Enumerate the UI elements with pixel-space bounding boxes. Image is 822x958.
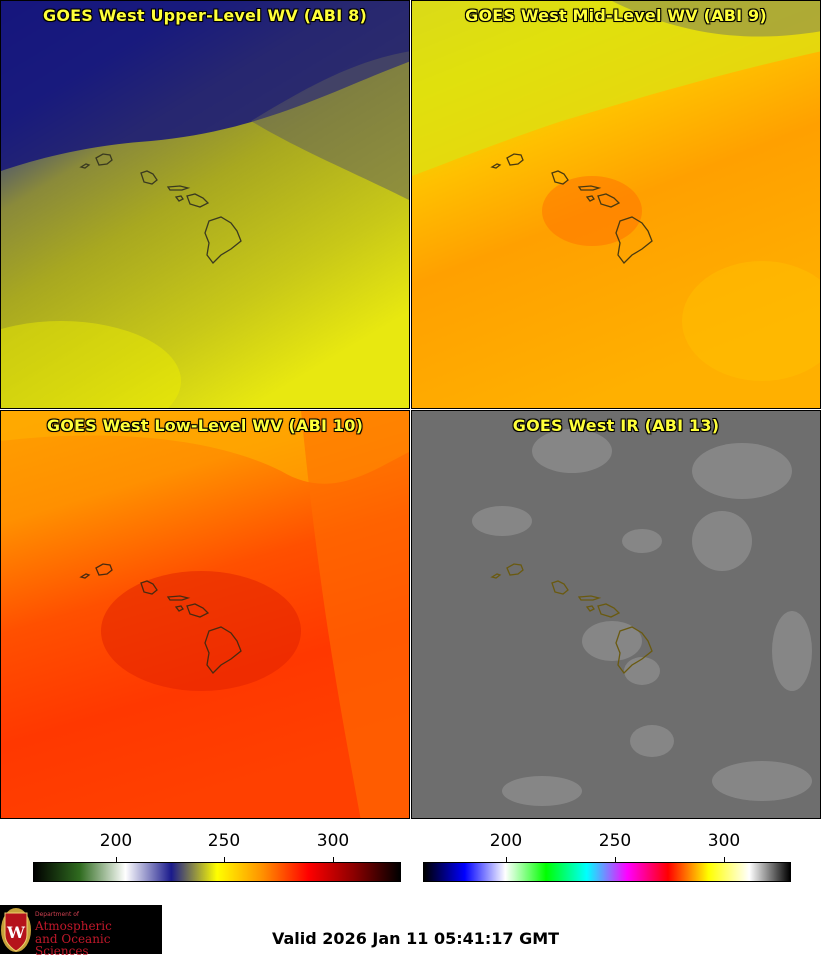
hawaii-outline: [79, 153, 242, 264]
colorbar-tick: [724, 857, 725, 862]
upper-level-wv-image: [1, 1, 409, 408]
hawaii-outline: [79, 563, 242, 674]
logo-line: Department of: [35, 911, 79, 918]
uw-crest-icon: W: [1, 908, 31, 952]
ir-panel: GOES West IR (ABI 13): [411, 410, 821, 819]
svg-text:W: W: [6, 923, 26, 942]
hawaii-outline: [490, 153, 653, 264]
colorbar-tick-label: 300: [707, 831, 741, 851]
colorbar-tick-label: 200: [489, 831, 523, 851]
colorbar-tick-label: 250: [207, 831, 241, 851]
valid-timestamp: Valid 2026 Jan 11 05:41:17 GMT: [272, 929, 560, 948]
ir-colorbar-gradient: [423, 862, 791, 882]
logo-line: and Oceanic Sciences: [35, 932, 111, 958]
logo-text: Department of Atmospheric and Oceanic Sc…: [35, 911, 162, 958]
colorbar-tick: [333, 857, 334, 862]
panel-title: GOES West IR (ABI 13): [512, 416, 720, 435]
colorbar-tick: [116, 857, 117, 862]
colorbar-tick: [615, 857, 616, 862]
panel-title: GOES West Upper-Level WV (ABI 8): [43, 6, 367, 25]
colorbar-tick: [506, 857, 507, 862]
colorbar-tick-label: 200: [99, 831, 133, 851]
colorbar-tick-label: 300: [316, 831, 350, 851]
low-level-wv-panel: GOES West Low-Level WV (ABI 10): [0, 410, 410, 819]
colorbar-tick: [224, 857, 225, 862]
mid-level-wv-panel: GOES West Mid-Level WV (ABI 9): [411, 0, 821, 409]
panel-title: GOES West Mid-Level WV (ABI 9): [465, 6, 767, 25]
upper-level-wv-panel: GOES West Upper-Level WV (ABI 8): [0, 0, 410, 409]
panel-title: GOES West Low-Level WV (ABI 10): [46, 416, 364, 435]
colorbar-tick-label: 250: [598, 831, 632, 851]
wv-colorbar: 200 250 300: [0, 822, 411, 892]
wv-colorbar-gradient: [33, 862, 401, 882]
hawaii-outline: [490, 563, 653, 674]
ir-colorbar: 200 250 300: [411, 822, 822, 892]
aos-logo: W Department of Atmospheric and Oceanic …: [0, 905, 162, 958]
logo-line: Atmospheric: [35, 919, 112, 933]
